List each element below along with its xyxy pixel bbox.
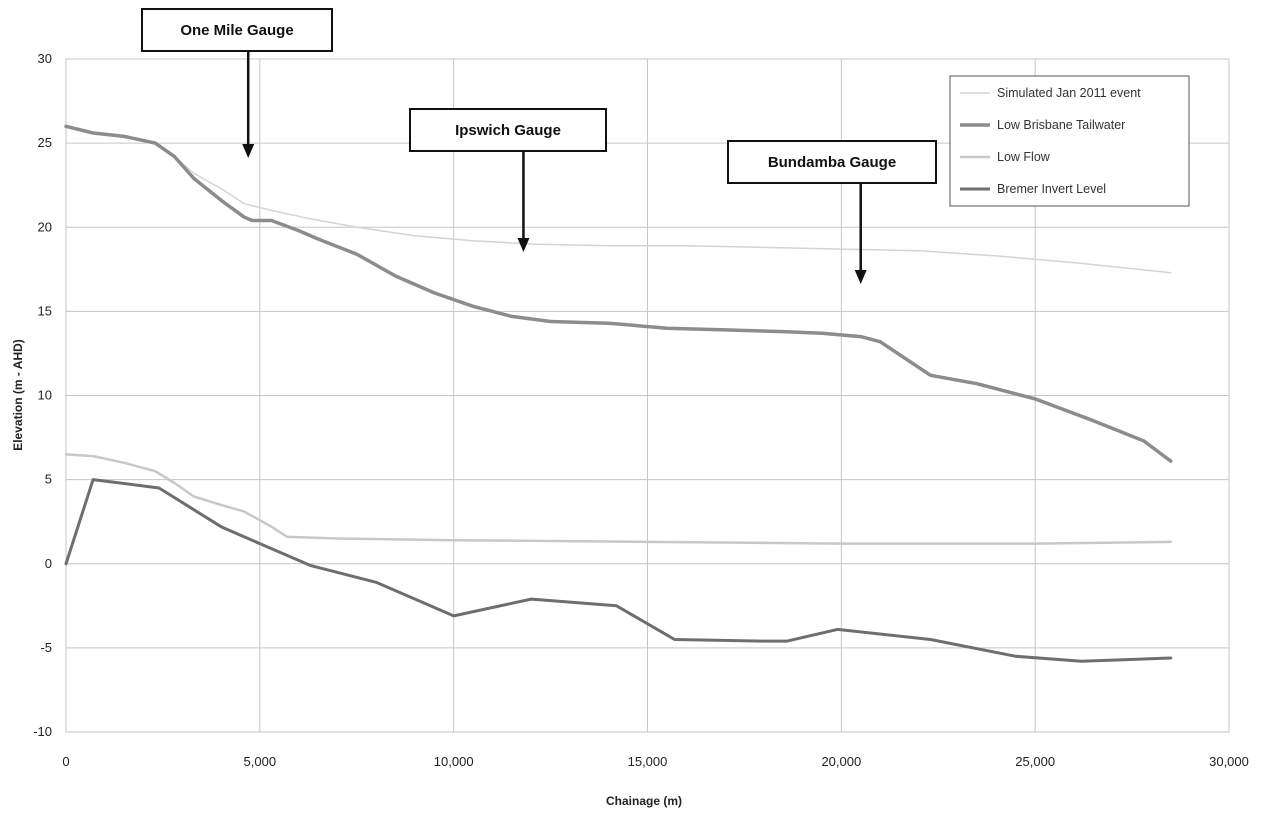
- legend-entry: Low Flow: [997, 150, 1051, 164]
- x-tick-label: 15,000: [628, 754, 668, 769]
- x-tick-label: 5,000: [244, 754, 277, 769]
- gauge-callout-label: Ipswich Gauge: [455, 122, 561, 139]
- gauge-callout-box: [141, 8, 333, 52]
- gauge-callout-label: One Mile Gauge: [180, 22, 293, 39]
- y-tick-label: 10: [38, 388, 52, 403]
- y-tick-label: 15: [38, 303, 52, 318]
- y-axis-title: Elevation (m - AHD): [11, 339, 25, 451]
- y-tick-labels: -10 -5 0 5 10 15 20 25 30: [33, 51, 52, 739]
- y-tick-label: 25: [38, 135, 52, 150]
- legend-entry: Bremer Invert Level: [997, 182, 1106, 196]
- gauge-annotations: One Mile Gauge Ipswich Gauge Bundamba Gaug…: [141, 8, 937, 284]
- y-tick-label: -5: [40, 640, 52, 655]
- y-tick-label: 30: [38, 51, 52, 66]
- series-lines: [64, 124, 1173, 663]
- x-tick-label: 30,000: [1209, 754, 1249, 769]
- gauge-arrow-head: [517, 238, 530, 252]
- gauge-callout-box: [727, 140, 937, 184]
- gauge-arrow-head: [242, 144, 255, 158]
- legend-entry: Low Brisbane Tailwater: [997, 118, 1125, 132]
- x-tick-label: 10,000: [434, 754, 474, 769]
- y-tick-label: -10: [33, 724, 52, 739]
- y-tick-label: 20: [38, 219, 52, 234]
- x-tick-label: 20,000: [821, 754, 861, 769]
- x-axis-title: Chainage (m): [606, 794, 682, 808]
- legend-box: [949, 75, 1190, 207]
- legend-entry: Simulated Jan 2011 event: [997, 86, 1141, 100]
- series-line-1: [64, 124, 1173, 463]
- y-tick-label: 5: [45, 472, 52, 487]
- x-tick-label: 0: [62, 754, 69, 769]
- gauge-callout-label: Bundamba Gauge: [768, 154, 896, 171]
- gauge-callout-box: [409, 108, 607, 152]
- x-tick-label: 25,000: [1015, 754, 1055, 769]
- y-tick-label: 0: [45, 556, 52, 571]
- series-line-3: [64, 478, 1173, 663]
- legend: Simulated Jan 2011 event Low Brisbane Tai…: [949, 75, 1190, 207]
- gauge-arrow-head: [854, 270, 867, 284]
- series-line-2: [64, 453, 1173, 545]
- x-tick-labels: 0 5,000 10,000 15,000 20,000 25,000 30,000: [62, 754, 1249, 769]
